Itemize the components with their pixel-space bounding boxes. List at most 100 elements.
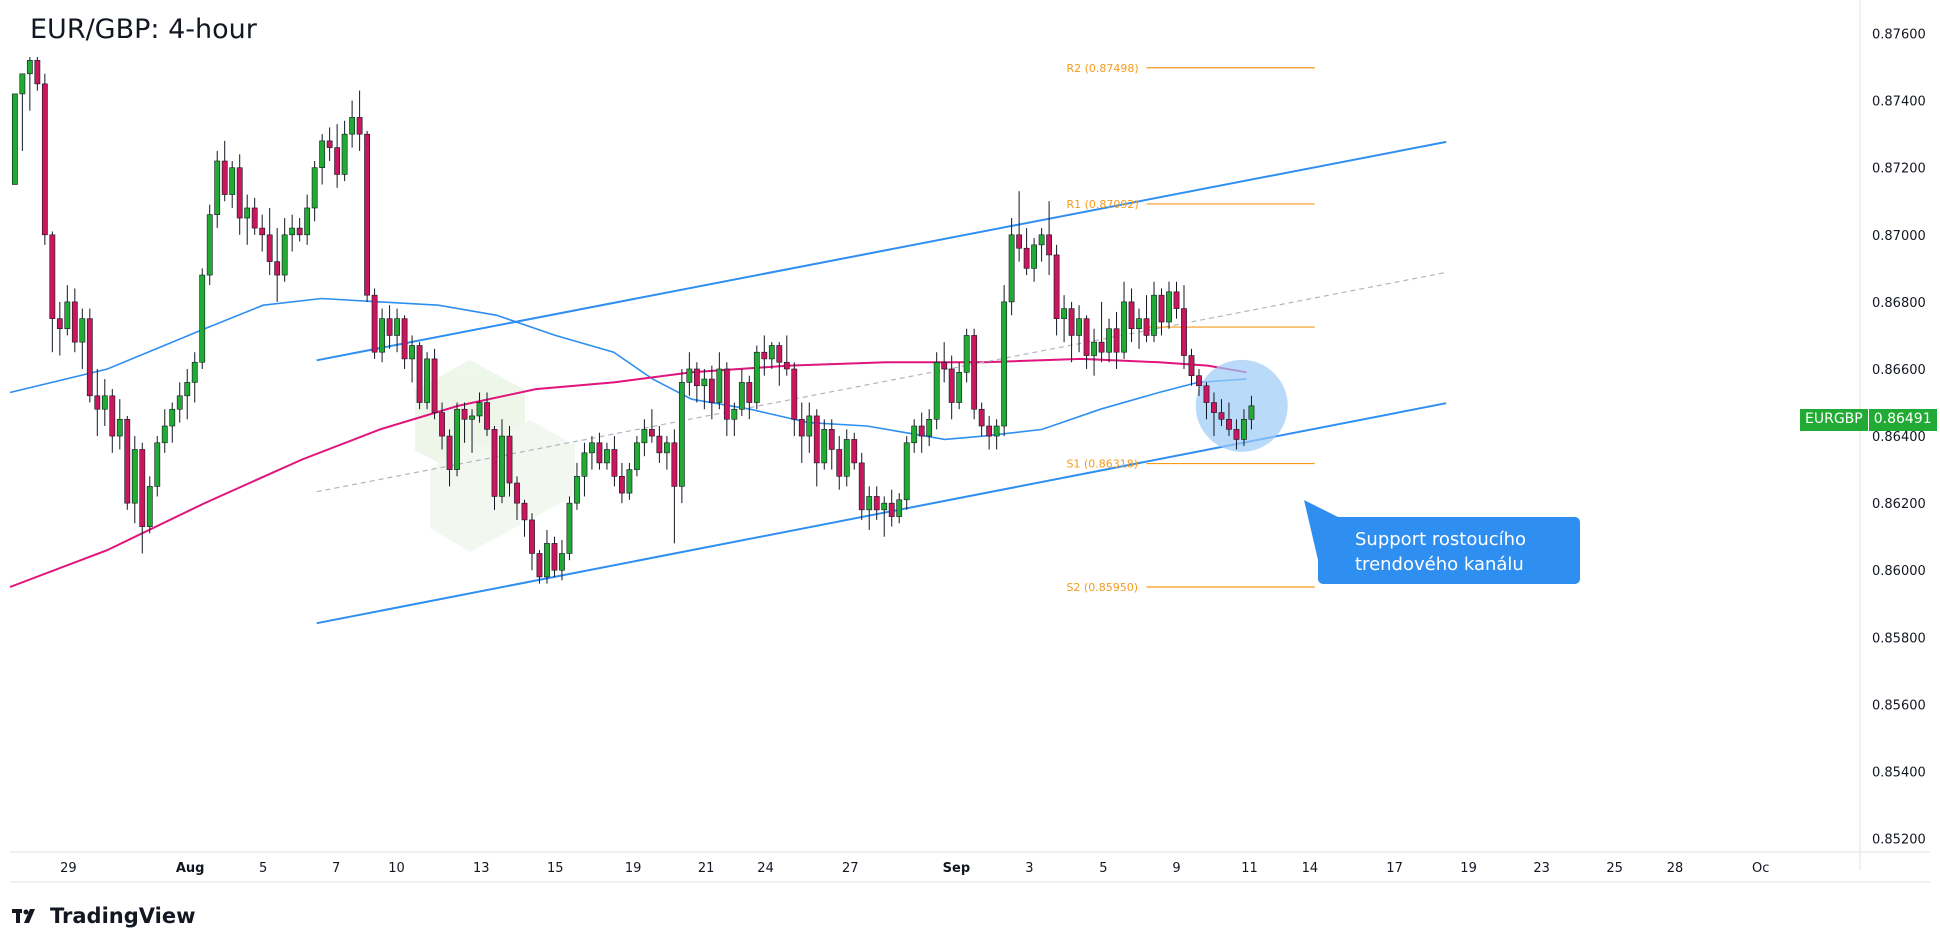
candle [1181,285,1187,369]
candle-body [1046,234,1052,256]
candle [1091,328,1097,376]
candle [439,402,445,450]
candle [154,436,161,497]
candle-body [686,368,693,383]
candle-body [1136,318,1142,330]
candle [551,536,558,577]
candle [806,402,813,453]
candle [86,308,93,403]
y-tick-label: 0.85800 [1872,631,1926,646]
candle [851,432,858,470]
candle [1098,301,1105,363]
candle-body [416,345,423,403]
candle-body [663,442,670,454]
candle-body [26,60,33,75]
candle [379,308,385,363]
candle [596,432,603,470]
candle-body [206,214,213,276]
candle [251,197,258,235]
candle-body [176,395,183,410]
candle-body [896,499,903,517]
candle [791,362,798,437]
candle [491,426,498,510]
candle-body [851,439,858,464]
x-tick-label: 17 [1386,861,1403,876]
candle [686,352,693,396]
candle [836,436,843,490]
x-tick-label: 25 [1606,861,1623,876]
candle-body [716,368,723,403]
pivot-label: R2 (0.87498) [1066,62,1138,75]
candle [1173,281,1180,319]
candle-body [821,429,828,464]
candle [341,120,348,182]
candle [161,409,168,453]
candle [94,368,101,437]
x-tick-label: 21 [698,861,715,876]
chart-title: EUR/GBP: 4-hour [30,14,257,45]
candle-body [191,361,198,383]
candle [476,392,483,423]
candle-body [828,429,835,450]
candle-body [619,476,625,494]
candle-body [1001,301,1008,427]
x-tick-label: 11 [1241,861,1258,876]
candle-body [918,425,925,437]
chart-frame [10,0,1930,883]
candle-body [386,318,393,336]
candle [34,57,41,91]
candle-body [1038,234,1045,246]
candle-body [461,408,468,420]
candle [926,409,933,447]
candle-body [1023,247,1030,269]
candle-body [776,345,783,363]
candle [409,335,415,383]
candle [124,415,131,510]
candle [79,308,86,369]
candle-body [71,301,78,343]
candle [11,93,18,185]
candle-body [791,368,798,420]
candle [416,342,423,410]
candle-body [454,408,460,470]
candle [326,127,333,162]
candle [783,335,790,376]
candle-body [761,351,768,360]
candle [259,214,266,252]
candle-body [1158,294,1165,323]
candle-body [499,435,505,497]
candle-body [1188,355,1195,376]
candle-body [536,553,543,578]
candle-body [551,543,558,571]
moving-average-blue [9,297,1247,441]
candle-body [1166,291,1172,323]
candle-body [971,335,978,410]
candle-body [806,415,813,437]
candle [963,328,970,383]
candle-body [184,382,191,397]
candle-body [768,345,775,360]
candle-body [11,93,18,185]
candle [671,429,678,544]
candle-body [963,335,970,373]
candle-body [364,133,371,296]
candle [604,442,610,470]
candle-body [116,418,123,437]
candle-body [1218,412,1225,420]
price-badge-value: 0.86491 [1868,409,1937,431]
tradingview-logo[interactable]: TradingView [12,902,195,930]
candle-body [611,449,618,477]
candle [611,436,618,487]
candle [394,308,400,353]
candle [116,399,123,450]
candle-body [1008,234,1015,303]
candle [319,134,326,185]
candle [753,345,760,410]
candle [1211,392,1217,437]
candle [1248,395,1255,430]
candle [866,486,873,530]
candle [1188,348,1195,386]
x-tick-label: 28 [1667,861,1684,876]
candle [484,392,490,437]
moving-average-magenta [9,357,1247,588]
